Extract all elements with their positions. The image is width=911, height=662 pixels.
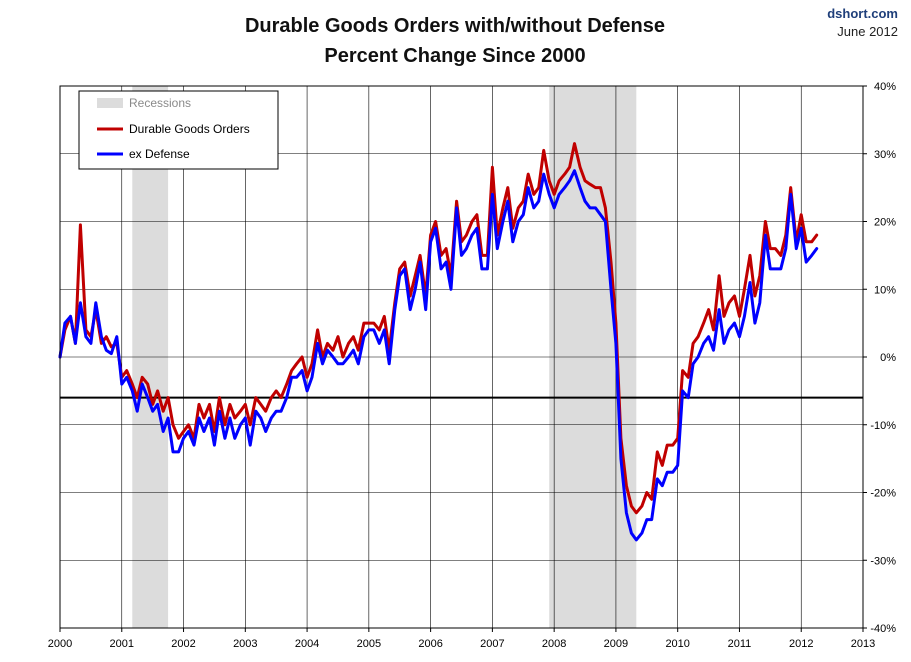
chart-date: June 2012	[837, 24, 898, 39]
y-tick-label: -10%	[870, 420, 896, 432]
source-credit: dshort.com	[827, 6, 898, 21]
x-tick-label: 2009	[604, 638, 628, 650]
x-tick-label: 2008	[542, 638, 566, 650]
x-axis-ticks: 2000 2001 2002 2003 2004 2005 2006 2007 2008 2009…	[48, 628, 875, 650]
x-tick-label: 2013	[851, 638, 875, 650]
chart-title: Durable Goods Orders with/without Defens…	[245, 15, 665, 37]
x-tick-label: 2003	[233, 638, 257, 650]
legend-swatch-recessions	[97, 98, 123, 108]
y-tick-label: 40%	[874, 81, 896, 93]
x-tick-label: 2012	[789, 638, 813, 650]
y-tick-label: 0%	[880, 352, 896, 364]
x-tick-label: 2005	[357, 638, 381, 650]
y-tick-label: -30%	[870, 555, 896, 567]
x-tick-label: 2002	[171, 638, 195, 650]
legend-label-durable-goods: Durable Goods Orders	[129, 122, 250, 136]
y-tick-label: 20%	[874, 217, 896, 229]
y-tick-label: -40%	[870, 623, 896, 635]
y-tick-label: 10%	[874, 284, 896, 296]
x-tick-label: 2007	[480, 638, 504, 650]
legend: Recessions Durable Goods Orders ex Defen…	[78, 90, 279, 170]
y-tick-label: 30%	[874, 149, 896, 161]
x-tick-label: 2006	[418, 638, 442, 650]
y-tick-label: -20%	[870, 488, 896, 500]
y-axis-ticks: 40% 30% 20% 10% 0% -10% -20% -30% -40%	[863, 81, 896, 635]
legend-label-recessions: Recessions	[129, 96, 191, 110]
x-tick-label: 2001	[110, 638, 134, 650]
chart-subtitle: Percent Change Since 2000	[324, 45, 585, 67]
series-lines	[58, 142, 819, 542]
gridlines	[60, 86, 863, 628]
x-tick-label: 2004	[295, 638, 319, 650]
x-tick-label: 2010	[665, 638, 689, 650]
series-line-ex-defense	[58, 169, 819, 542]
x-tick-label: 2011	[728, 638, 752, 650]
x-tick-label: 2000	[48, 638, 72, 650]
legend-label-ex-defense: ex Defense	[129, 147, 190, 161]
